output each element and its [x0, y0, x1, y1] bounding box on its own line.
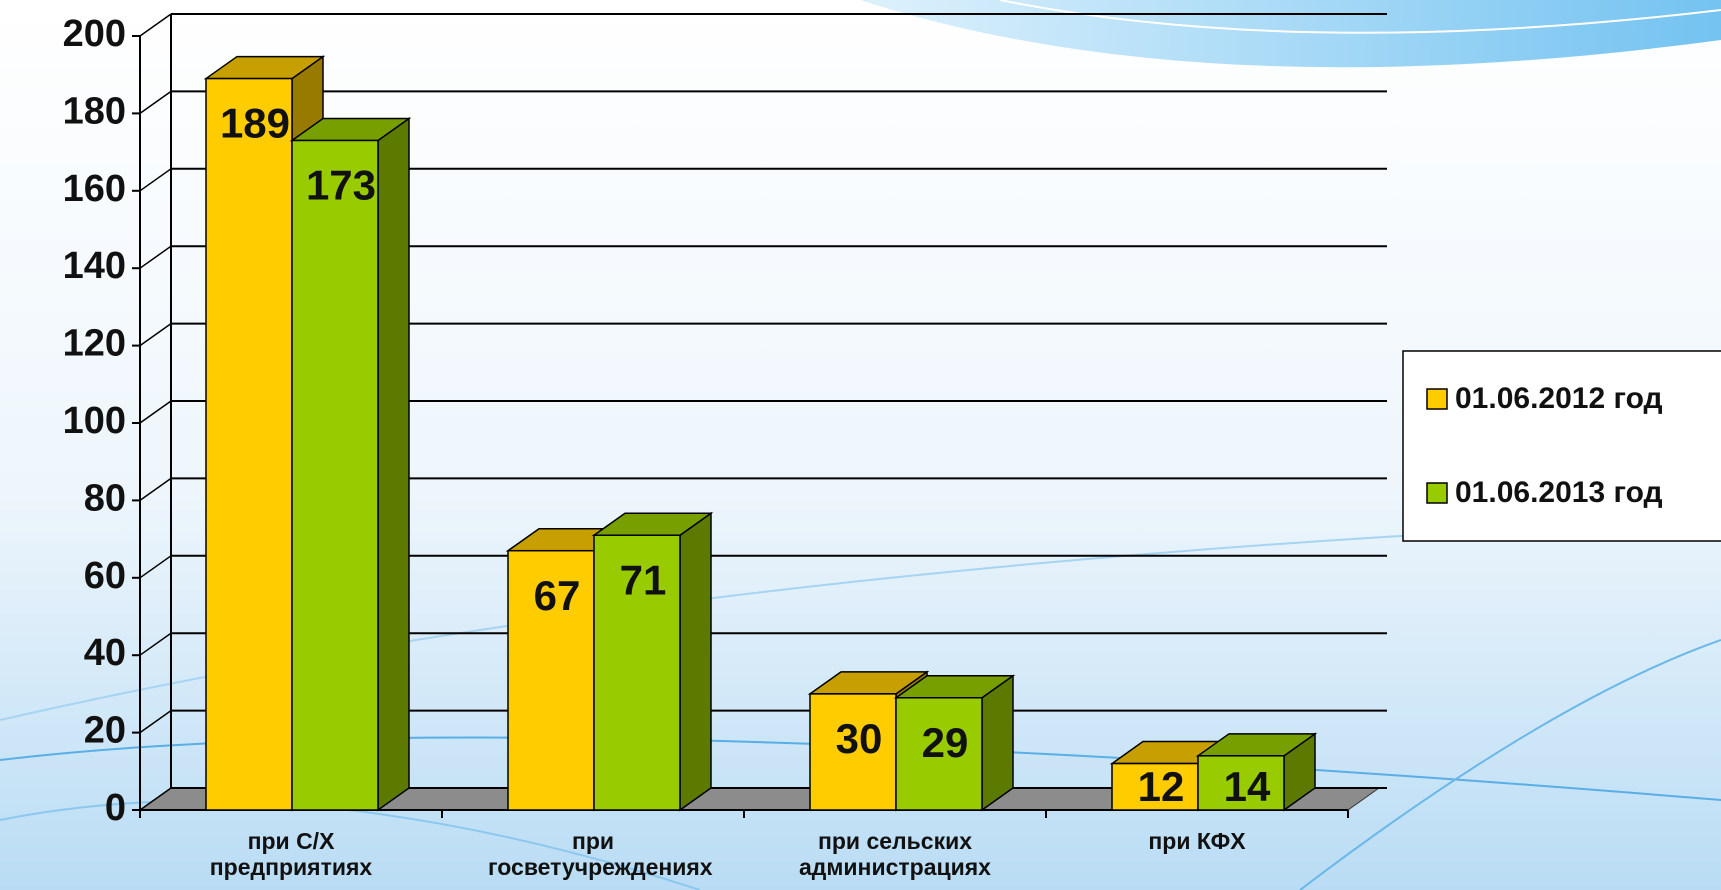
grid-depth — [139, 632, 172, 656]
data-label: 173 — [306, 162, 376, 209]
y-tick-label: 20 — [84, 710, 126, 752]
legend-label: 01.06.2013 год — [1455, 476, 1663, 509]
bar — [1197, 755, 1285, 811]
y-tick-label: 100 — [63, 400, 126, 442]
data-label: 29 — [922, 719, 969, 766]
data-label: 12 — [1138, 763, 1185, 810]
grid-depth — [139, 13, 172, 37]
x-tick-label: при сельских администрациях — [799, 828, 991, 880]
x-tick-label: при КФХ — [1148, 828, 1246, 854]
legend-swatch — [1426, 482, 1448, 504]
data-label: 14 — [1224, 763, 1271, 810]
bar — [507, 549, 595, 811]
y-tick-label: 0 — [105, 787, 126, 829]
legend-box — [1402, 350, 1721, 542]
x-tick-label: при С/Х предприятиях — [209, 828, 373, 880]
bar — [291, 139, 379, 811]
y-tick-label: 60 — [84, 555, 126, 597]
grid-depth — [139, 709, 172, 734]
y-tick-label: 80 — [84, 477, 126, 519]
legend-label: 01.06.2012 год — [1455, 382, 1663, 415]
y-tick-label: 180 — [63, 90, 126, 132]
data-label: 189 — [220, 100, 290, 147]
grid-depth — [139, 477, 172, 502]
y-tick-label: 40 — [84, 632, 126, 674]
grid-depth — [139, 245, 172, 269]
data-label: 71 — [620, 556, 667, 603]
bar-side — [981, 674, 1014, 812]
grid-depth — [139, 322, 172, 347]
bar — [593, 534, 681, 811]
grid-depth — [139, 787, 172, 811]
data-label: 30 — [836, 715, 883, 762]
y-tick-label: 160 — [63, 168, 126, 210]
bar-side — [377, 117, 410, 812]
bar — [809, 693, 897, 811]
decor-line — [1299, 639, 1721, 890]
y-tick-label: 140 — [63, 245, 126, 287]
grid-depth — [139, 555, 172, 579]
bar-side — [679, 511, 712, 812]
grid-depth — [139, 90, 172, 115]
legend-swatch — [1426, 388, 1448, 410]
y-tick-label: 120 — [63, 323, 126, 365]
x-tick-label: при госветучреждениях — [488, 828, 713, 880]
grid-depth — [139, 400, 172, 424]
bar — [895, 697, 983, 811]
data-label: 67 — [534, 572, 581, 619]
decor-swoosh — [860, 0, 1721, 68]
y-tick-label: 200 — [63, 13, 126, 55]
grid-depth — [139, 168, 172, 192]
bar — [205, 77, 293, 811]
